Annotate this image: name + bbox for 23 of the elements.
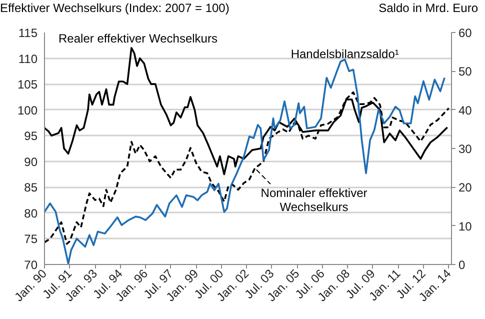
y2-tick-label: 60: [458, 26, 472, 40]
y-tick-label: 115: [18, 26, 38, 40]
y-tick-label: 90: [24, 154, 38, 169]
y2-tick-label: 40: [458, 103, 472, 118]
y-tick-label: 70: [24, 258, 38, 272]
y-tick-label: 80: [24, 206, 38, 220]
line-series: [44, 58, 446, 264]
y2-tick-label: 0: [458, 258, 466, 272]
y2-tick-label: 20: [458, 180, 472, 195]
y2-tick-label: 50: [458, 64, 472, 79]
y2-tick-label: 10: [458, 219, 472, 234]
series-label: Handelsbilanzsaldo¹: [290, 46, 399, 61]
y-tick-label: 105: [17, 78, 38, 92]
y-tick-label: 100: [17, 103, 38, 118]
y-tick-label: 95: [24, 129, 38, 144]
y2-tick-label: 30: [458, 142, 472, 156]
y-tick-label: 110: [18, 52, 38, 66]
series-label: Realer effektiver Wechselkurs: [58, 31, 218, 46]
y-tick-label: 85: [24, 180, 38, 195]
y-axis-title: Effektiver Wechselkurs (Index: 2007 = 100): [0, 0, 230, 17]
y-tick-label: 75: [24, 232, 38, 246]
legend-label: Nominaler effektiver Wechselkurs: [260, 186, 368, 214]
y2-axis-title: Saldo in Mrd. Euro: [378, 0, 478, 17]
